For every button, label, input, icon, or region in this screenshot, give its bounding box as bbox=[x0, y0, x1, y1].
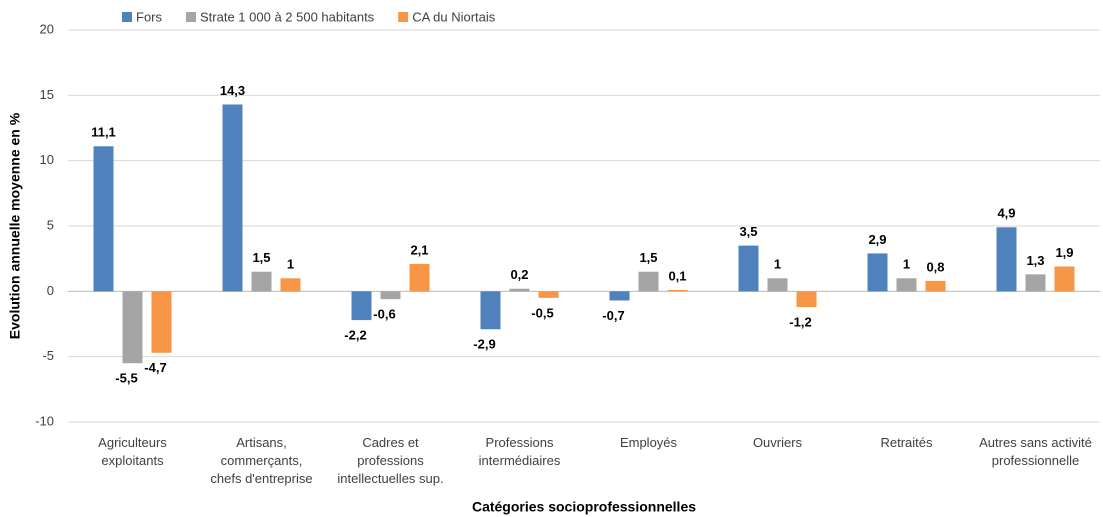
bar bbox=[509, 288, 530, 292]
bar bbox=[896, 278, 917, 292]
y-tick-label: -5 bbox=[42, 348, 54, 363]
value-label: -0,6 bbox=[373, 307, 395, 322]
value-label: 0,2 bbox=[510, 267, 528, 282]
bar bbox=[796, 291, 817, 308]
x-tick-label: Professions intermédiaires bbox=[479, 435, 561, 468]
x-tick-label: Employés bbox=[620, 435, 678, 450]
value-label: 1 bbox=[903, 257, 910, 272]
x-axis-title: Catégories socioprofessionnelles bbox=[472, 499, 696, 515]
value-label: -4,7 bbox=[144, 360, 166, 375]
value-label: -5,5 bbox=[115, 371, 137, 386]
y-tick-label: 0 bbox=[47, 283, 54, 298]
bar bbox=[538, 291, 559, 298]
value-label: 1,5 bbox=[252, 250, 270, 265]
bar bbox=[222, 104, 243, 292]
value-label: -2,9 bbox=[473, 337, 495, 352]
x-tick-label: Autres sans activité professionnelle bbox=[979, 435, 1092, 468]
bar bbox=[738, 245, 759, 292]
bar bbox=[480, 291, 501, 330]
value-label: 3,5 bbox=[739, 224, 757, 239]
value-label: -0,7 bbox=[602, 308, 624, 323]
bar bbox=[638, 271, 659, 292]
bar bbox=[925, 280, 946, 292]
y-tick-label: -10 bbox=[35, 413, 54, 428]
legend-label: Strate 1 000 à 2 500 habitants bbox=[200, 9, 375, 24]
bar bbox=[667, 290, 688, 292]
bar bbox=[409, 263, 430, 292]
value-label: -2,2 bbox=[344, 328, 366, 343]
x-tick-label: Agriculteurs exploitants bbox=[98, 435, 167, 468]
bar bbox=[996, 227, 1017, 292]
y-tick-label: 20 bbox=[40, 21, 54, 36]
bar bbox=[351, 291, 372, 321]
legend-label: CA du Niortais bbox=[412, 9, 496, 24]
bar bbox=[767, 278, 788, 292]
value-label: 1,3 bbox=[1026, 253, 1044, 268]
bar bbox=[251, 271, 272, 292]
x-tick-label: Artisans, commerçants, chefs d'entreprise bbox=[210, 435, 312, 486]
y-axis-title: Evolution annuelle moyenne en % bbox=[7, 112, 23, 339]
value-label: 2,1 bbox=[410, 242, 428, 257]
bar bbox=[1025, 274, 1046, 292]
y-tick-label: 10 bbox=[40, 152, 54, 167]
bar bbox=[280, 278, 301, 292]
legend-swatch bbox=[186, 12, 196, 22]
y-tick-label: 15 bbox=[40, 87, 54, 102]
value-label: 0,8 bbox=[926, 259, 944, 274]
legend-swatch bbox=[122, 12, 132, 22]
bar bbox=[93, 146, 114, 292]
value-label: 11,1 bbox=[91, 125, 116, 140]
bar bbox=[151, 291, 172, 353]
y-tick-label: 5 bbox=[47, 217, 54, 232]
value-label: 4,9 bbox=[997, 206, 1015, 221]
value-label: 1,9 bbox=[1055, 245, 1073, 260]
value-label: 0,1 bbox=[668, 268, 686, 283]
value-label: 1,5 bbox=[639, 250, 657, 265]
value-label: -1,2 bbox=[789, 314, 811, 329]
bar bbox=[609, 291, 630, 301]
value-label: 1 bbox=[774, 257, 781, 272]
bar bbox=[380, 291, 401, 300]
value-label: 2,9 bbox=[868, 232, 886, 247]
value-label: -0,5 bbox=[531, 305, 553, 320]
value-label: 14,3 bbox=[220, 83, 245, 98]
value-label: 1 bbox=[287, 257, 294, 272]
legend-label: Fors bbox=[136, 9, 163, 24]
x-tick-label: Retraités bbox=[880, 435, 933, 450]
x-tick-label: Cadres et professions intellectuelles sup. bbox=[337, 435, 443, 486]
x-tick-label: Ouvriers bbox=[753, 435, 803, 450]
bar bbox=[867, 253, 888, 292]
bar bbox=[1054, 266, 1075, 292]
legend-swatch bbox=[398, 12, 409, 22]
bar bbox=[122, 291, 143, 364]
